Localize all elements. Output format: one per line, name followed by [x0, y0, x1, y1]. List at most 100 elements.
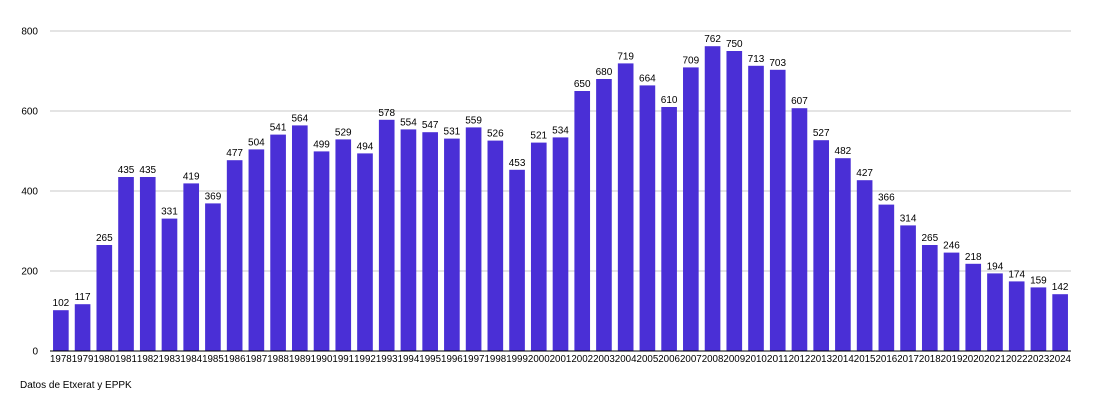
x-tick-label-1987: 1987	[246, 354, 268, 365]
x-tick-label-2013: 2013	[810, 354, 832, 365]
data-label-2001: 534	[552, 125, 569, 136]
data-label-1981: 435	[118, 165, 135, 176]
bar-1988	[270, 134, 286, 351]
data-label-1978: 102	[53, 298, 70, 309]
x-tick-label-2007: 2007	[680, 354, 702, 365]
bar-2015	[856, 180, 873, 351]
bar-1990	[313, 151, 330, 351]
x-tick-label-1994: 1994	[398, 354, 420, 365]
x-tick-label-1978: 1978	[50, 354, 72, 365]
x-tick-label-2018: 2018	[919, 354, 941, 365]
bar-1992	[357, 153, 373, 351]
data-label-1992: 494	[357, 141, 374, 152]
bar-2002	[574, 91, 591, 351]
y-tick-label: 200	[21, 267, 38, 278]
y-tick-label: 400	[21, 187, 38, 198]
data-label-1988: 541	[270, 123, 287, 134]
y-axis-ticks: 0 200 400 600 800	[21, 27, 38, 358]
x-tick-label-2020: 2020	[962, 354, 984, 365]
y-tick-label: 0	[32, 347, 38, 358]
x-tick-label-1979: 1979	[72, 354, 94, 365]
x-tick-label-1998: 1998	[484, 354, 506, 365]
bar-1983	[161, 218, 178, 351]
data-label-1985: 369	[205, 191, 222, 202]
x-tick-label-1980: 1980	[93, 354, 115, 365]
bar-1979	[74, 304, 91, 351]
data-label-2002: 650	[574, 79, 591, 90]
bar-1982	[139, 177, 156, 351]
bar-2017	[900, 225, 916, 351]
bar-2005	[639, 85, 656, 352]
data-label-2005: 664	[639, 73, 656, 84]
x-tick-label-1999: 1999	[506, 354, 528, 365]
bar-2012	[791, 108, 808, 351]
data-label-2011: 703	[769, 58, 786, 69]
x-tick-label-2006: 2006	[658, 354, 680, 365]
x-tick-label-2021: 2021	[984, 354, 1006, 365]
data-label-1989: 564	[291, 113, 308, 124]
data-label-2012: 607	[791, 96, 808, 107]
data-label-2003: 680	[596, 67, 613, 78]
data-label-2024: 142	[1052, 282, 1069, 293]
data-label-1996: 531	[444, 127, 461, 138]
data-label-2004: 719	[617, 51, 634, 62]
x-tick-label-2001: 2001	[550, 354, 572, 365]
x-tick-label-1993: 1993	[376, 354, 398, 365]
bar-1996	[444, 138, 460, 351]
bar-1998	[487, 140, 504, 351]
bar-2013	[813, 140, 830, 351]
bar-1997	[465, 127, 482, 352]
x-tick-label-2019: 2019	[941, 354, 963, 365]
x-tick-label-2009: 2009	[723, 354, 745, 365]
x-tick-label-2011: 2011	[767, 354, 789, 365]
bar-2020	[965, 263, 982, 351]
bar-2014	[835, 158, 851, 351]
data-label-2020: 218	[965, 252, 982, 263]
data-label-2013: 527	[813, 128, 830, 139]
bar-2021	[987, 273, 1003, 351]
bar-2006	[661, 107, 677, 351]
data-label-1990: 499	[313, 139, 330, 150]
x-tick-label-1986: 1986	[224, 354, 246, 365]
x-tick-label-2010: 2010	[745, 354, 767, 365]
x-tick-label-1992: 1992	[354, 354, 376, 365]
x-tick-label-2024: 2024	[1049, 354, 1071, 365]
data-label-1994: 554	[400, 117, 417, 128]
x-tick-label-1996: 1996	[441, 354, 463, 365]
bar-1987	[248, 149, 265, 351]
bar-1981	[118, 177, 134, 351]
bar-1991	[335, 139, 352, 351]
bar-2009	[726, 51, 743, 351]
x-tick-label-2016: 2016	[875, 354, 897, 365]
data-label-2017: 314	[900, 213, 917, 224]
data-label-2022: 174	[1008, 269, 1025, 280]
bar-2024	[1052, 294, 1068, 351]
x-tick-label-1988: 1988	[267, 354, 289, 365]
data-label-2009: 750	[726, 39, 743, 50]
data-label-2015: 427	[856, 168, 873, 179]
data-label-1982: 435	[139, 165, 156, 176]
data-label-1983: 331	[161, 207, 178, 218]
bar-2007	[683, 67, 699, 352]
bar-1999	[509, 169, 525, 351]
data-label-1999: 453	[509, 158, 526, 169]
data-label-1997: 559	[465, 115, 482, 126]
data-label-1991: 529	[335, 127, 352, 138]
bar-1989	[291, 125, 308, 352]
bar-2023	[1030, 287, 1047, 351]
bar-2016	[878, 204, 895, 351]
data-label-2014: 482	[835, 146, 852, 157]
y-tick-label: 800	[21, 27, 38, 38]
bar-2022	[1008, 281, 1025, 351]
x-axis-ticks: 1978 1979 1980 1981 1982 1983 1984 1985 1986 1987…	[50, 354, 1071, 365]
bar-2000	[530, 142, 547, 351]
x-tick-label-2008: 2008	[702, 354, 724, 365]
x-tick-label-1989: 1989	[289, 354, 311, 365]
x-tick-label-2015: 2015	[854, 354, 876, 365]
bars	[53, 46, 1068, 352]
data-label-1995: 547	[422, 120, 439, 131]
x-tick-label-1995: 1995	[419, 354, 441, 365]
data-label-1979: 117	[75, 292, 91, 303]
